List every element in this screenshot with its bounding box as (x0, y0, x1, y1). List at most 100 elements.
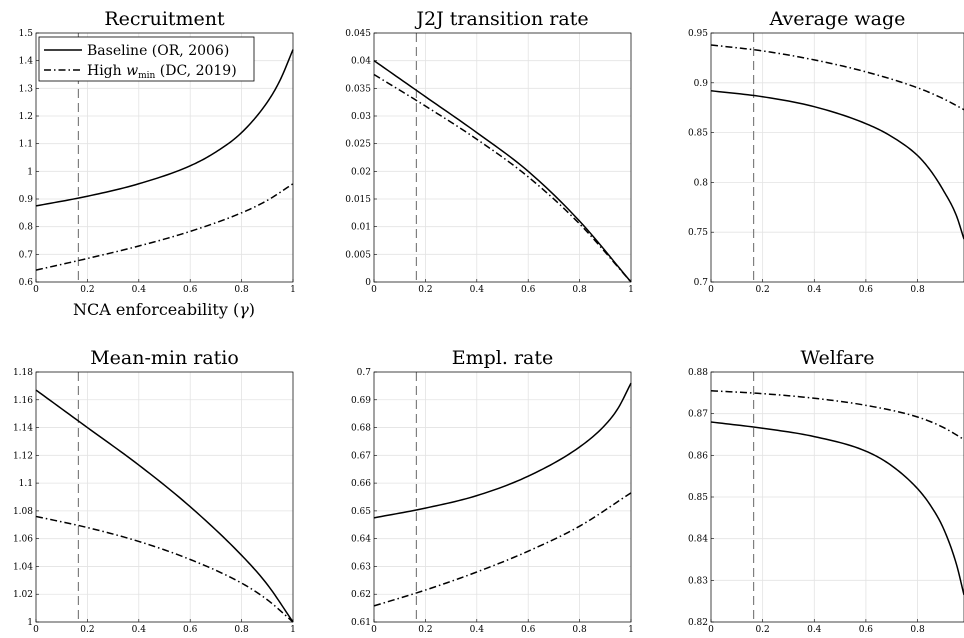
x-tick-label: 0.4 (132, 625, 147, 635)
y-tick-label: 1.12 (13, 451, 33, 461)
axes-frame (710, 371, 964, 623)
x-axis-label: NCA enforceability (γ) (73, 300, 255, 319)
plot-area (374, 372, 631, 622)
panel-mean-min-ratio: 0 0.2 0.4 0.6 0.8 1 1 1.02 1.04 1.06 1.08 1.1 1.12 1.… (13, 347, 296, 635)
series-high-wmin-line (710, 390, 964, 441)
y-tick-label: 0.8 (694, 178, 709, 188)
y-tick-label: 0.86 (688, 451, 708, 461)
legend: Baseline (OR, 2006) High wmin (DC, 2019) (38, 36, 255, 82)
y-tick-label: 0.7 (19, 250, 34, 260)
panel-j2j-transition-rate: 0 0.2 0.4 0.6 0.8 1 0 0.005 0.01 0.015 0.02 0.025 0.… (345, 8, 634, 295)
y-tick-label: 0.8 (19, 223, 34, 233)
series-baseline-line (710, 90, 964, 240)
y-tick-label: 0.7 (357, 368, 372, 378)
x-tick-label: 0.8 (234, 285, 249, 295)
y-tick-label: 1.08 (13, 507, 33, 517)
y-tick-label: 0.9 (694, 79, 709, 89)
y-tick-label: 0.64 (351, 535, 371, 545)
y-tick-label: 0.88 (688, 368, 708, 378)
y-tick-label: 0.75 (688, 228, 708, 238)
axes-frame (373, 32, 632, 283)
y-tick-label: 1.18 (13, 368, 33, 378)
panel-average-wage: 0 0.2 0.4 0.6 0.8 0.7 0.75 0.8 0.85 0.9 0.95 Averag… (688, 8, 964, 295)
series-high-wmin-line (35, 515, 294, 623)
y-tick-label: 1.4 (19, 57, 34, 67)
series-high-wmin-line (373, 492, 632, 607)
x-tick-label: 0.6 (859, 285, 874, 295)
y-tick-label: 0.68 (351, 424, 371, 434)
x-tick-label: 0 (708, 625, 714, 635)
x-tick-label: 0.2 (418, 625, 432, 635)
y-tick-label: 0.67 (351, 451, 371, 461)
y-tick-label: 1.06 (13, 535, 33, 545)
panel-title: Average wage (769, 8, 906, 30)
x-tick-label: 0 (371, 625, 377, 635)
plot-area (374, 33, 631, 282)
x-tick-label: 1 (628, 285, 634, 295)
y-tick-label: 1.04 (13, 562, 33, 572)
x-tick-label: 0.2 (80, 285, 94, 295)
x-tick-label: 0 (33, 625, 39, 635)
x-tick-label: 0.2 (755, 625, 769, 635)
series-baseline-line (35, 389, 294, 623)
y-tick-label: 0.82 (688, 618, 708, 628)
y-tick-label: 0.025 (345, 140, 371, 150)
x-tick-label: 1 (290, 625, 296, 635)
x-tick-label: 0.6 (521, 625, 536, 635)
axes-frame (710, 32, 964, 283)
panel-welfare: 0 0.2 0.4 0.6 0.8 0.82 0.83 0.84 0.85 0.86 0.87 0.8… (688, 347, 964, 635)
y-tick-label: 1.02 (13, 590, 33, 600)
panel-empl-rate: 0 0.2 0.4 0.6 0.8 1 0.61 0.62 0.63 0.64 0.65 0.66 0.… (351, 347, 634, 635)
x-tick-label: 0.4 (807, 625, 822, 635)
y-tick-label: 0.02 (351, 167, 371, 177)
panel-title: Recruitment (104, 8, 225, 30)
y-tick-label: 0.69 (351, 396, 371, 406)
y-tick-label: 0.01 (351, 223, 371, 233)
y-tick-label: 0.85 (688, 493, 708, 503)
x-tick-label: 0.2 (418, 285, 432, 295)
y-tick-label: 0.04 (351, 57, 371, 67)
panel-title: Welfare (801, 347, 875, 369)
y-tick-label: 1.2 (19, 112, 33, 122)
x-tick-label: 0.6 (521, 285, 536, 295)
y-tick-label: 0.95 (688, 29, 708, 39)
panel-title: J2J transition rate (414, 8, 588, 30)
panel-title: Mean-min ratio (90, 347, 239, 369)
series-high-wmin-line (373, 73, 632, 283)
y-tick-label: 0.66 (351, 479, 371, 489)
y-tick-label: 0.87 (688, 410, 708, 420)
y-tick-label: 1.5 (19, 29, 34, 39)
y-tick-label: 0.9 (19, 195, 34, 205)
x-tick-label: 1 (628, 625, 634, 635)
y-tick-label: 0.63 (351, 562, 371, 572)
x-tick-label: 0.6 (183, 625, 198, 635)
y-tick-label: 0 (365, 278, 371, 288)
x-tick-label: 0.8 (234, 625, 249, 635)
legend-baseline-label: Baseline (OR, 2006) (87, 43, 229, 59)
y-tick-label: 1 (27, 618, 33, 628)
axes-frame (373, 371, 632, 623)
x-tick-label: 0.4 (470, 285, 485, 295)
x-tick-label: 0.4 (132, 285, 147, 295)
x-tick-label: 0.4 (470, 625, 485, 635)
y-tick-label: 0.83 (688, 576, 708, 586)
y-tick-label: 1.1 (19, 479, 33, 489)
y-tick-label: 1.14 (13, 424, 33, 434)
y-tick-label: 0.03 (351, 112, 371, 122)
axes-frame (35, 32, 294, 283)
panel-title: Empl. rate (452, 347, 554, 369)
x-tick-label: 0.8 (572, 285, 587, 295)
y-tick-label: 0.62 (351, 590, 371, 600)
x-tick-label: 0.8 (572, 625, 587, 635)
series-baseline-line (373, 382, 632, 519)
y-tick-label: 0.005 (345, 250, 371, 260)
x-tick-label: 0.4 (807, 285, 822, 295)
y-tick-label: 0.7 (694, 278, 709, 288)
y-tick-label: 0.015 (345, 195, 371, 205)
y-tick-label: 1 (27, 167, 33, 177)
axes-frame (35, 371, 294, 623)
x-tick-label: 0 (371, 285, 377, 295)
y-tick-label: 0.6 (19, 278, 34, 288)
x-tick-label: 0.2 (755, 285, 769, 295)
